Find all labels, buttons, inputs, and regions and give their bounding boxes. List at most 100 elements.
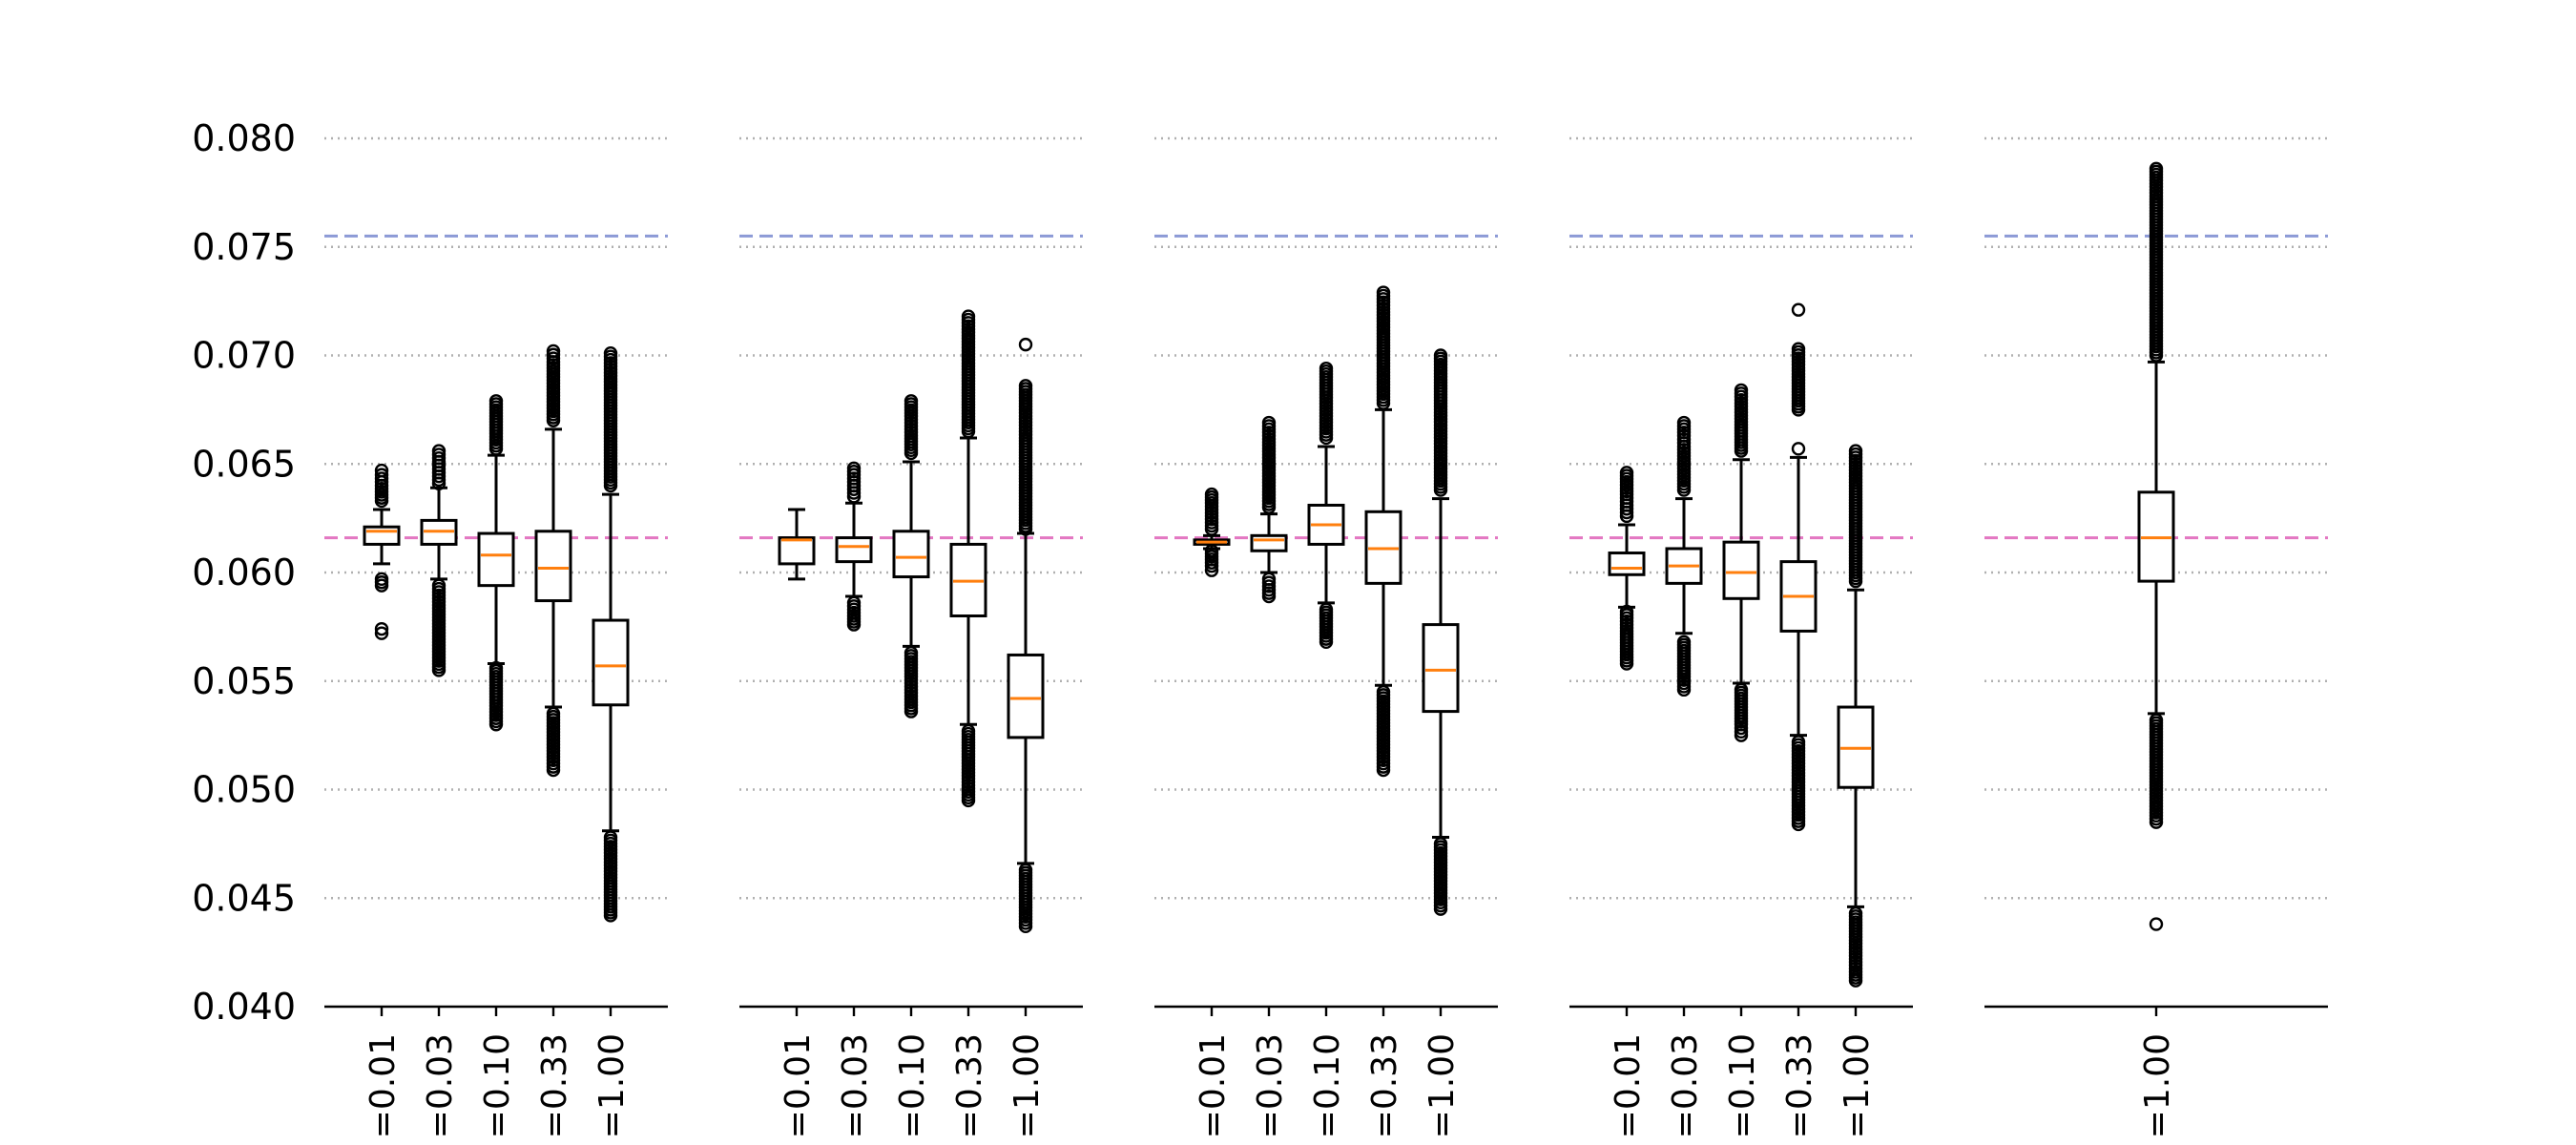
box-3: =0.10	[1722, 383, 1762, 1138]
box-3: =0.10	[1307, 361, 1347, 1138]
outlier-point	[1018, 337, 1033, 352]
x-tick-label: =0.03	[1666, 1033, 1705, 1138]
outlier-point	[1376, 684, 1391, 699]
box-body	[835, 536, 873, 564]
box-body	[363, 525, 401, 546]
box-body	[477, 531, 515, 588]
outlier-point	[1319, 361, 1334, 376]
box-body	[534, 530, 572, 603]
outlier-point	[2149, 161, 2164, 177]
outlier-point	[1791, 302, 1806, 317]
outlier-point	[1319, 602, 1334, 616]
box-body	[592, 618, 630, 707]
x-tick-label: =0.10	[1723, 1033, 1762, 1138]
outlier-point	[374, 626, 389, 640]
panel-5: =1.00	[1984, 136, 2328, 1138]
outlier-point	[1376, 285, 1391, 300]
outlier-point	[374, 468, 389, 482]
outlier-point	[1848, 444, 1863, 458]
outlier-point	[1791, 442, 1806, 456]
box-1: =1.00	[2137, 161, 2177, 1138]
x-tick-label: =0.33	[535, 1033, 574, 1138]
panel-3: =0.01 =0.03 =0.10 =0.33 =1.00	[1154, 136, 1498, 1138]
box-1: =0.01	[1193, 487, 1233, 1138]
outlier-point	[374, 463, 389, 478]
x-tick-label: =0.33	[950, 1033, 989, 1138]
y-tick-label: 0.050	[192, 769, 296, 811]
chart-panels: =0.01 =0.03 =0.10 =0.33 =1.00 =0.01 =0.03 =0.10…	[324, 136, 2328, 1138]
panel-4: =0.01 =0.03 =0.10 =0.33 =1.00	[1569, 136, 1913, 1138]
box-body	[1608, 552, 1646, 576]
outlier-point	[1848, 906, 1863, 921]
y-tick-label: 0.070	[192, 335, 296, 377]
x-tick-label: =1.00	[592, 1033, 632, 1138]
outlier-point	[603, 830, 618, 844]
outlier-point	[1261, 572, 1277, 587]
panel-1: =0.01 =0.03 =0.10 =0.33 =1.00	[324, 136, 668, 1138]
box-1: =0.01	[778, 508, 818, 1138]
box-3: =0.10	[477, 394, 517, 1138]
outlier-point	[1619, 466, 1634, 480]
y-tick-label: 0.065	[192, 443, 296, 485]
outlier-point	[1676, 635, 1692, 649]
box-body	[892, 530, 930, 579]
outlier-point	[904, 645, 919, 660]
outlier-point	[2149, 713, 2164, 727]
x-tick-label: =0.01	[1194, 1033, 1233, 1138]
box-1: =0.01	[1608, 466, 1648, 1138]
outlier-point	[431, 444, 447, 458]
outlier-point	[846, 595, 862, 611]
outlier-point	[374, 572, 389, 587]
outlier-point	[846, 461, 862, 475]
x-tick-label: =0.01	[364, 1033, 403, 1138]
outlier-point	[1204, 544, 1219, 558]
x-tick-label: =1.00	[1838, 1033, 1877, 1138]
box-body	[1722, 540, 1760, 600]
box-4: =0.33	[1364, 285, 1404, 1138]
box-body	[778, 536, 816, 566]
x-tick-label: =0.03	[836, 1033, 875, 1138]
box-5: =1.00	[1007, 337, 1047, 1138]
outlier-point	[374, 621, 389, 636]
x-tick-label: =0.10	[1308, 1033, 1347, 1138]
outlier-point	[1791, 735, 1806, 749]
outlier-point	[1676, 415, 1692, 430]
outlier-point	[961, 723, 976, 739]
y-axis-tick-labels: 0.040 0.045 0.050 0.055 0.060 0.065 0.070 0.075…	[192, 117, 296, 1028]
outlier-point	[546, 706, 561, 721]
y-tick-label: 0.060	[192, 552, 296, 593]
box-4: =0.33	[949, 309, 989, 1138]
x-tick-label: =0.01	[1609, 1033, 1648, 1138]
outlier-point	[2149, 917, 2164, 931]
outlier-point	[1791, 342, 1806, 356]
box-4: =0.33	[534, 344, 574, 1138]
x-tick-label: =0.33	[1780, 1033, 1819, 1138]
outlier-point	[603, 346, 618, 361]
x-tick-label: =1.00	[1423, 1033, 1462, 1138]
outlier-point	[1734, 383, 1749, 398]
box-body	[1422, 623, 1460, 714]
y-tick-label: 0.040	[192, 986, 296, 1028]
y-tick-label: 0.080	[192, 117, 296, 159]
outlier-point	[1433, 348, 1448, 363]
box-5: =1.00	[592, 346, 632, 1138]
x-tick-label: =0.33	[1365, 1033, 1404, 1138]
box-4: =0.33	[1779, 302, 1819, 1138]
y-tick-label: 0.075	[192, 226, 296, 268]
box-body	[1007, 653, 1045, 739]
outlier-point	[1204, 487, 1219, 502]
x-tick-label: =0.03	[1251, 1033, 1290, 1138]
panel-2: =0.01 =0.03 =0.10 =0.33 =1.00	[739, 136, 1083, 1138]
x-tick-label: =0.10	[478, 1033, 517, 1138]
x-tick-label: =1.00	[2138, 1033, 2177, 1138]
outlier-point	[904, 394, 919, 408]
outlier-point	[431, 578, 447, 593]
box-5: =1.00	[1837, 444, 1877, 1138]
box-2: =0.03	[835, 461, 875, 1138]
outlier-point	[546, 344, 561, 359]
outlier-point	[1734, 682, 1749, 697]
box-3: =0.10	[892, 394, 932, 1138]
x-tick-label: =0.10	[893, 1033, 932, 1138]
x-tick-label: =0.01	[779, 1033, 818, 1138]
